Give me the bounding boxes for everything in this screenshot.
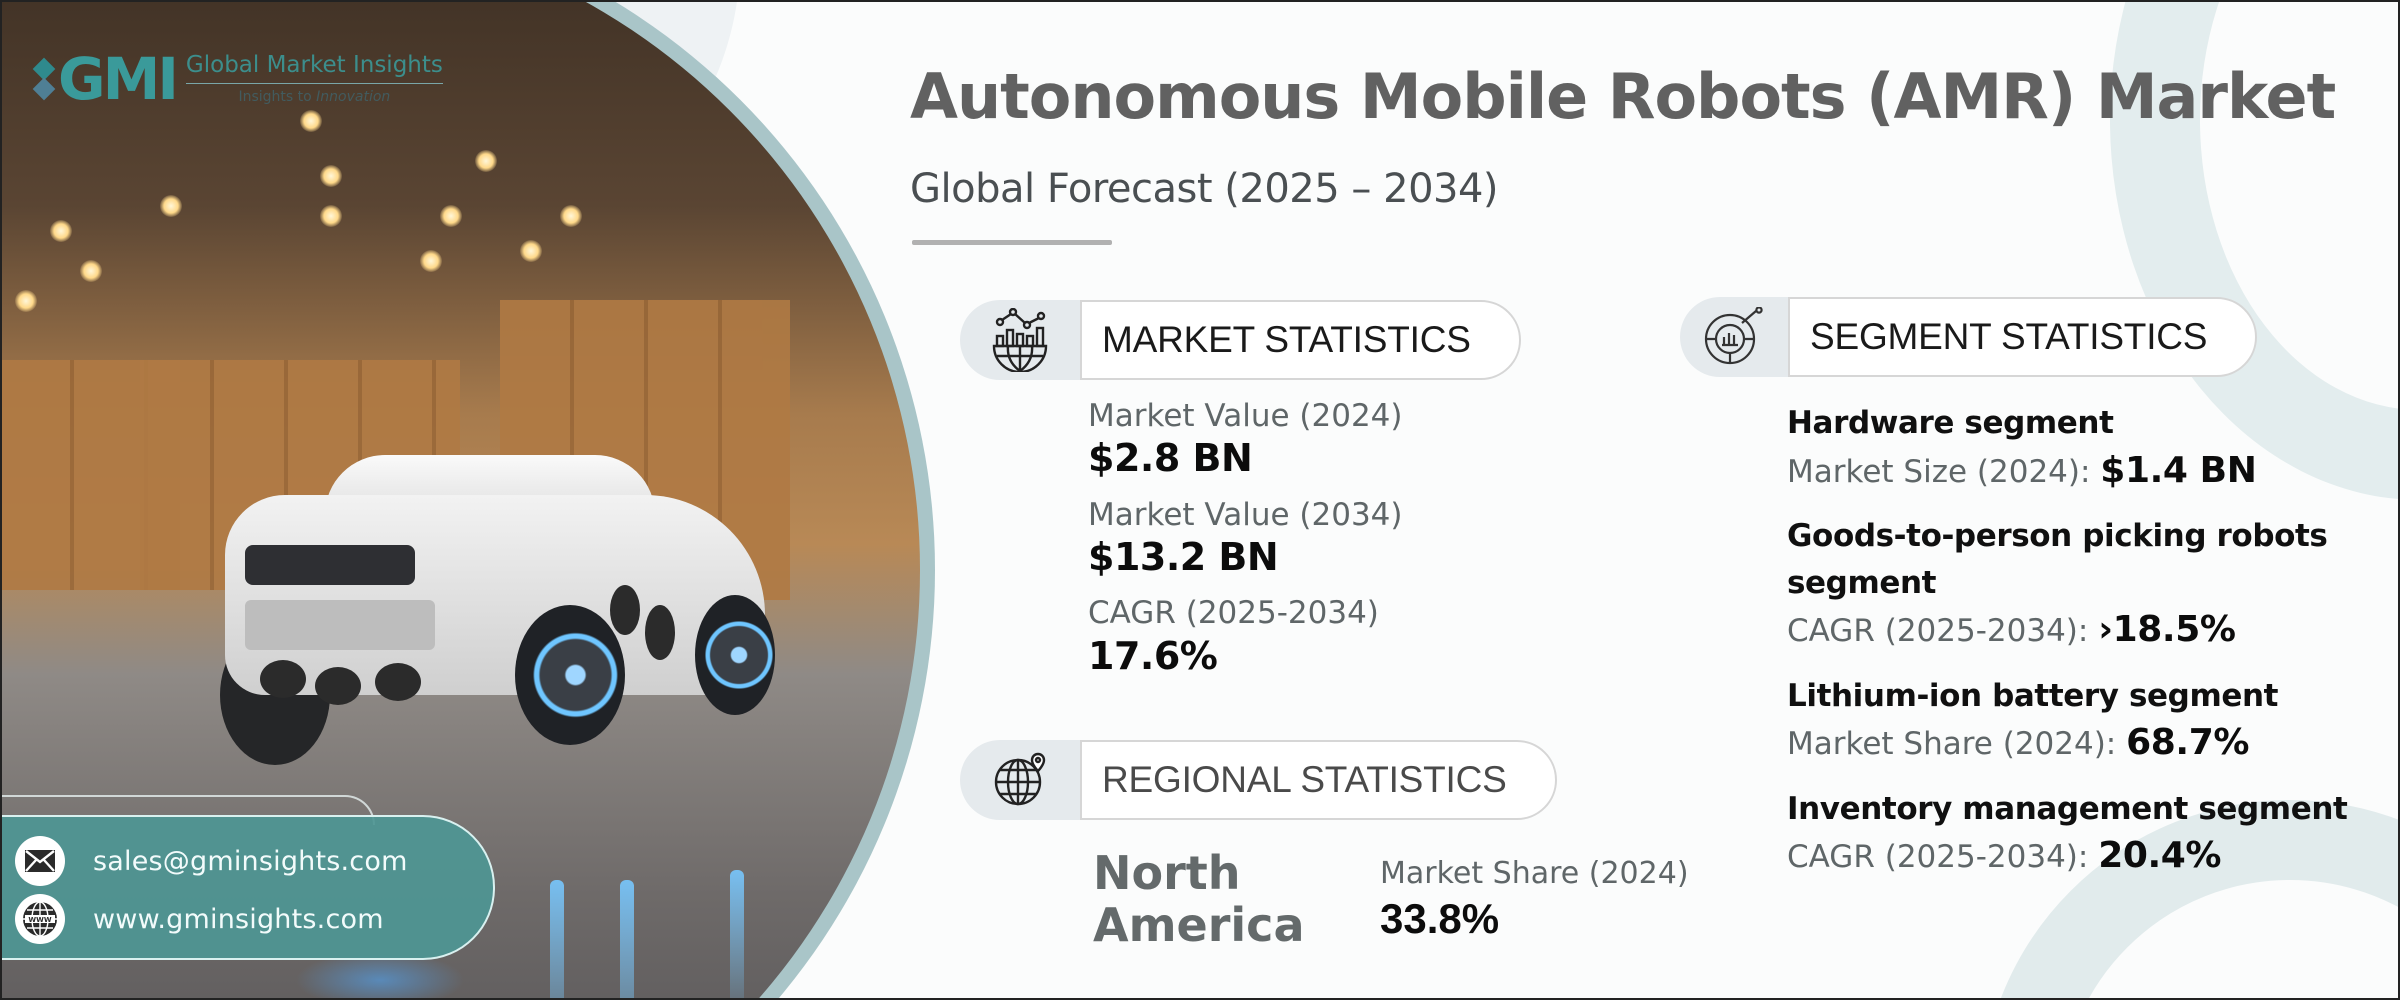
page-title: Autonomous Mobile Robots (AMR) Market bbox=[910, 60, 2336, 133]
robot-body bbox=[225, 495, 765, 695]
logo-monogram: GMI bbox=[58, 45, 179, 113]
market-value-2034: $13.2 BN bbox=[1088, 534, 1279, 579]
www-globe-icon: WWW bbox=[15, 894, 65, 944]
market-value-2034-label: Market Value (2034) bbox=[1088, 496, 1403, 533]
segment-metric: CAGR (2025-2034): bbox=[1787, 613, 2089, 650]
market-value-2024-label: Market Value (2024) bbox=[1088, 398, 1403, 434]
ceiling-light bbox=[320, 205, 342, 227]
website-link[interactable]: www.gminsights.com bbox=[93, 903, 384, 935]
diamond-icon bbox=[32, 57, 56, 101]
market-value-2024: $2.8 BN bbox=[1088, 436, 1253, 481]
ceiling-light bbox=[520, 240, 542, 262]
robot-vent bbox=[260, 660, 306, 698]
floor-reflection bbox=[550, 880, 564, 1000]
gmi-logo-mark: GMI bbox=[32, 45, 179, 113]
robot-wheel bbox=[695, 595, 775, 715]
ceiling-light bbox=[15, 290, 37, 312]
regional-statistics-heading: REGIONAL STATISTICS bbox=[1080, 740, 1557, 820]
brand-name: Global Market Insights bbox=[185, 53, 443, 84]
brand-tagline: Insights to Innovation bbox=[238, 88, 391, 105]
website-row[interactable]: WWW www.gminsights.com bbox=[15, 894, 384, 944]
ceiling-light bbox=[300, 110, 322, 132]
email-row[interactable]: sales@gminsights.com bbox=[15, 836, 408, 886]
market-statistics-heading: MARKET STATISTICS bbox=[1080, 300, 1521, 380]
segment-item: Hardware segment Market Size (2024): $1.… bbox=[1787, 400, 2387, 495]
segment-name: Inventory management segment bbox=[1787, 790, 2348, 827]
pie-chart-icon bbox=[1680, 297, 1788, 377]
ceiling-light bbox=[160, 195, 182, 217]
region-name: North America bbox=[1093, 846, 1305, 952]
chart-globe-icon bbox=[960, 300, 1080, 380]
page-subtitle: Global Forecast (2025 – 2034) bbox=[910, 166, 1499, 212]
region-market-share: Market Share (2024) 33.8% bbox=[1380, 856, 1689, 943]
cagr-value: 17.6% bbox=[1088, 633, 1218, 678]
segment-statistics-heading: SEGMENT STATISTICS bbox=[1788, 297, 2258, 377]
ceiling-light bbox=[320, 165, 342, 187]
title-underline bbox=[912, 240, 1112, 245]
segment-name: Hardware segment bbox=[1787, 405, 2114, 441]
market-statistics-list: Market Value (2024) $2.8 BN Market Value… bbox=[1088, 398, 1402, 694]
segment-item: Inventory management segment CAGR (2025-… bbox=[1787, 786, 2387, 881]
ceiling-light bbox=[420, 250, 442, 272]
regional-statistics-header: REGIONAL STATISTICS bbox=[960, 740, 1557, 820]
robot-vent bbox=[375, 663, 421, 701]
robot-front-panel bbox=[245, 545, 415, 585]
region-share-value: 33.8% bbox=[1380, 895, 1500, 942]
segment-metric: Market Share (2024): bbox=[1787, 726, 2117, 763]
robot-illustration bbox=[215, 455, 775, 775]
robot-vent bbox=[610, 585, 640, 635]
svg-text:WWW: WWW bbox=[28, 916, 51, 924]
globe-pin-icon bbox=[960, 740, 1080, 820]
segment-statistics-header: SEGMENT STATISTICS bbox=[1680, 297, 2258, 377]
segment-metric: CAGR (2025-2034): bbox=[1787, 839, 2089, 876]
segment-item: Goods-to-person picking robots segment C… bbox=[1787, 513, 2367, 655]
floor-reflection bbox=[620, 880, 634, 1000]
ceiling-light bbox=[560, 205, 582, 227]
email-link[interactable]: sales@gminsights.com bbox=[93, 845, 408, 877]
robot-grill bbox=[245, 600, 435, 650]
ceiling-light bbox=[80, 260, 102, 282]
floor-reflection bbox=[730, 870, 744, 1000]
robot-vent bbox=[645, 605, 675, 660]
region-share-label: Market Share (2024) bbox=[1380, 856, 1689, 891]
cagr-label: CAGR (2025-2034) bbox=[1088, 595, 1379, 632]
ceiling-light bbox=[475, 150, 497, 172]
segment-item: Lithium-ion battery segment Market Share… bbox=[1787, 673, 2387, 768]
ceiling-light bbox=[50, 220, 72, 242]
segment-statistics-list: Hardware segment Market Size (2024): $1.… bbox=[1787, 400, 2387, 899]
segment-name: Goods-to-person picking robots segment bbox=[1787, 518, 2328, 601]
segment-metric: Market Size (2024): bbox=[1787, 453, 2091, 490]
segment-value: 20.4% bbox=[2098, 835, 2222, 877]
segment-value: 68.7% bbox=[2126, 722, 2250, 764]
segment-value: ›18.5% bbox=[2098, 609, 2236, 651]
robot-wheel bbox=[515, 605, 625, 745]
robot-vent bbox=[315, 667, 361, 705]
contact-panel: sales@gminsights.com WWW www.gminsights.… bbox=[0, 815, 495, 960]
segment-name: Lithium-ion battery segment bbox=[1787, 677, 2279, 714]
envelope-icon bbox=[15, 836, 65, 886]
segment-value: $1.4 BN bbox=[2100, 449, 2257, 491]
ceiling-light bbox=[440, 205, 462, 227]
brand-logo: GMI Global Market Insights Insights to I… bbox=[32, 45, 443, 113]
market-statistics-header: MARKET STATISTICS bbox=[960, 300, 1521, 380]
